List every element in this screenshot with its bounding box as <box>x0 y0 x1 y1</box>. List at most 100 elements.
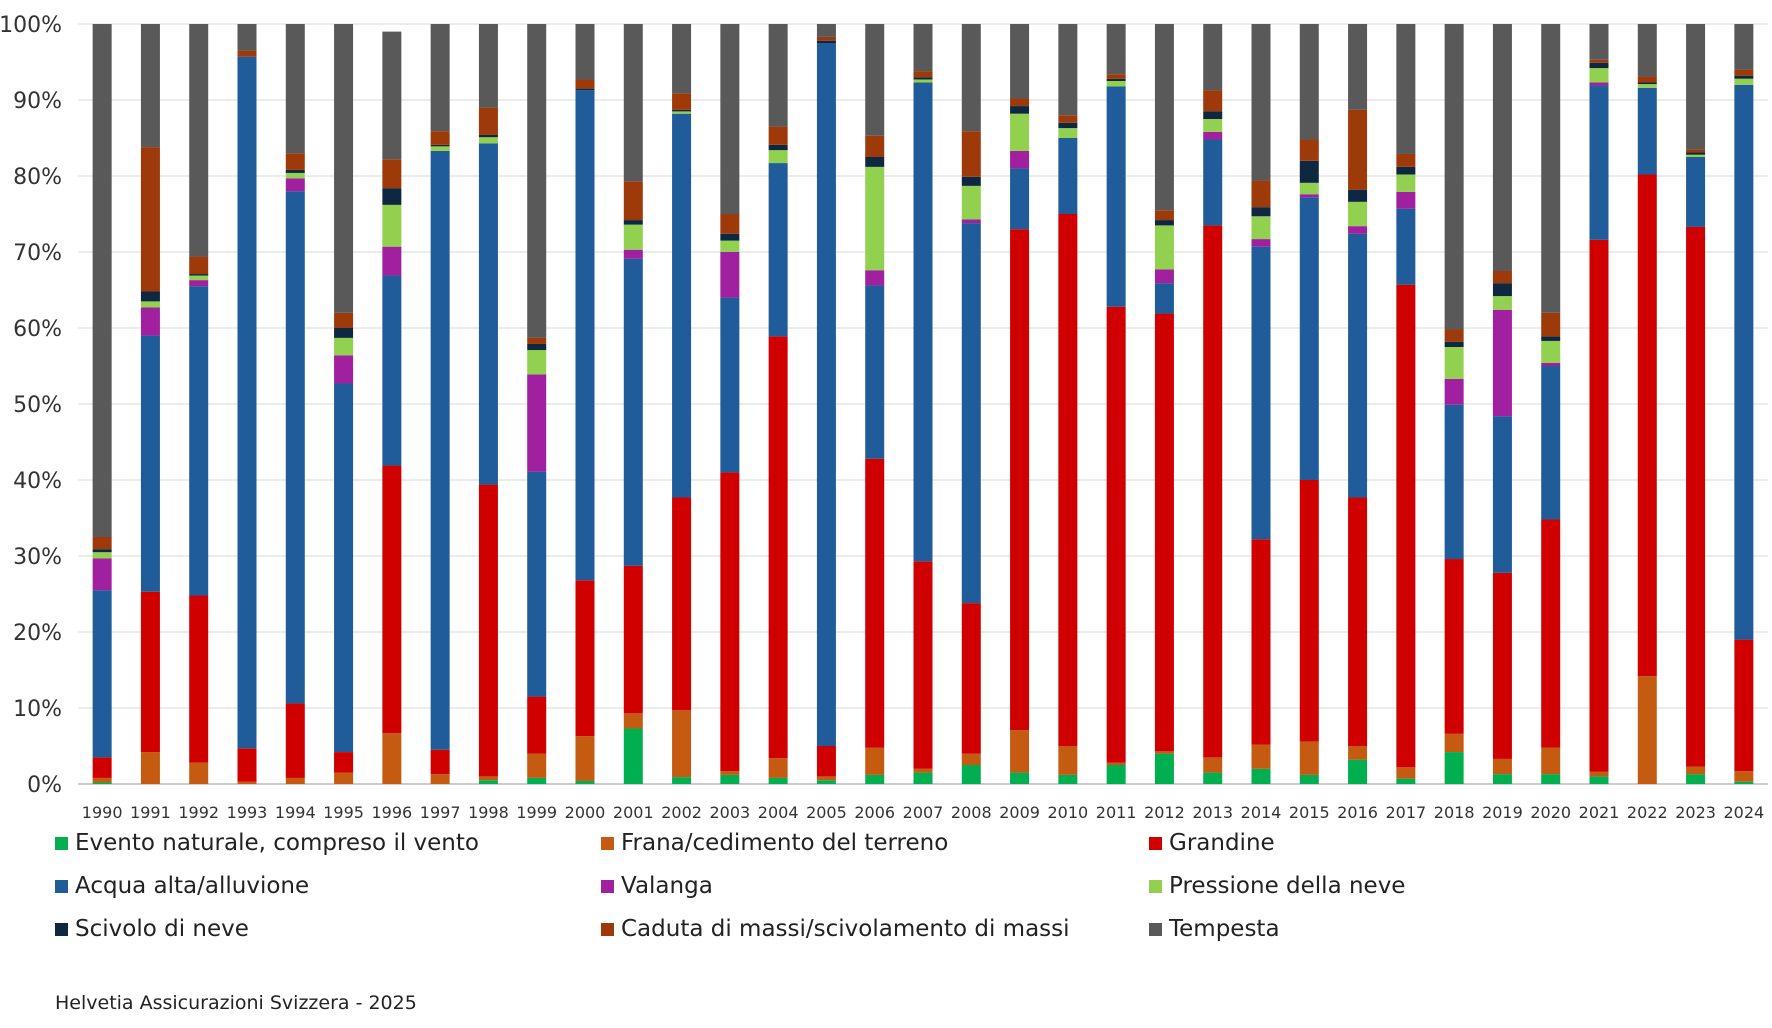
source-credit: Helvetia Assicurazioni Svizzera - 2025 <box>55 992 417 1014</box>
bar-segment <box>92 558 112 591</box>
bar-segment <box>1734 69 1754 76</box>
bar-segment <box>1203 772 1223 784</box>
bar-segment <box>1492 758 1512 775</box>
bar-segment <box>1541 24 1561 313</box>
legend-swatch <box>55 879 68 893</box>
bar-segment <box>1444 559 1464 734</box>
bar-segment <box>430 774 450 784</box>
bar-segment <box>1492 24 1512 271</box>
bar-segment <box>334 312 354 328</box>
bar-segment <box>1106 74 1126 79</box>
bar-segment <box>816 36 836 41</box>
x-tick-label: 2009 <box>999 803 1040 822</box>
y-tick-label: 20% <box>13 621 62 646</box>
bar-segment <box>478 780 498 784</box>
bar-segment <box>189 280 209 287</box>
bar-segment <box>575 90 595 581</box>
bar-segment <box>672 777 692 784</box>
y-tick-label: 100% <box>0 13 62 38</box>
bar-segment <box>478 776 498 781</box>
x-tick-label: 1998 <box>468 803 509 822</box>
bar-segment <box>1106 78 1126 81</box>
bar-segment <box>478 24 498 108</box>
bar-segment <box>1154 225 1174 270</box>
bar-segment <box>237 748 257 782</box>
bar-segment <box>237 24 257 51</box>
bar-segment <box>1541 519 1561 748</box>
x-tick-label: 2002 <box>661 803 702 822</box>
y-tick-label: 0% <box>27 773 62 798</box>
bar-segment <box>430 24 450 132</box>
bar-segment <box>382 246 402 276</box>
bar-segment <box>768 163 788 337</box>
bar-segment <box>768 150 788 164</box>
x-tick-label: 2005 <box>806 803 847 822</box>
bar-segment <box>1686 149 1706 153</box>
bar-segment <box>334 383 354 753</box>
bar-segment <box>1203 119 1223 132</box>
bar-segment <box>527 777 547 784</box>
bar-segment <box>1589 85 1609 240</box>
legend-item: Pressione della neve <box>1149 873 1405 899</box>
bar-segment <box>1251 246 1271 540</box>
bar-segment <box>189 275 209 281</box>
x-tick-label: 2019 <box>1482 803 1523 822</box>
bar-segment <box>961 24 981 132</box>
bar-segment <box>1637 84 1657 88</box>
bar-segment <box>285 172 305 179</box>
bar-segment <box>1058 746 1078 775</box>
bar-segment <box>1637 87 1657 175</box>
bar-segment <box>1010 24 1030 99</box>
bar-segment <box>720 240 740 252</box>
bar-segment <box>961 603 981 754</box>
y-tick-label: 10% <box>13 697 62 722</box>
bar-segment <box>768 336 788 759</box>
y-tick-label: 40% <box>13 469 62 494</box>
bar-segment <box>1010 113 1030 151</box>
bar-segment <box>1251 207 1271 217</box>
bar-segment <box>720 771 740 775</box>
bar-segment <box>1396 166 1416 175</box>
bar-segment <box>1444 341 1464 347</box>
bar-segment <box>334 772 354 784</box>
bar-segment <box>1154 24 1174 211</box>
bar-segment <box>1154 220 1174 226</box>
bar-segment <box>430 131 450 145</box>
bar-segment <box>1734 24 1754 70</box>
bar-segment <box>1686 154 1706 157</box>
bar-segment <box>768 758 788 778</box>
legend-label: Frana/cedimento del terreno <box>621 830 949 856</box>
legend-item: Caduta di massi/scivolamento di massi <box>601 916 1070 942</box>
x-tick-label: 2015 <box>1289 803 1330 822</box>
bar-segment <box>1154 269 1174 284</box>
bar-segment <box>1203 225 1223 758</box>
bar-segment <box>575 24 595 80</box>
legend-label: Pressione della neve <box>1169 873 1406 899</box>
bar-segment <box>1251 768 1271 784</box>
x-tick-label: 2016 <box>1337 803 1378 822</box>
bar-segment <box>913 772 933 784</box>
legend-label: Evento naturale, compreso il vento <box>75 830 479 856</box>
x-tick-label: 2013 <box>1192 803 1233 822</box>
bar-segment <box>92 537 112 550</box>
bar-segment <box>1396 174 1416 192</box>
bar-segment <box>334 337 354 356</box>
bar-segment <box>575 79 595 89</box>
bar-segment <box>575 580 595 737</box>
bar-segment <box>865 458 885 748</box>
bar-segment <box>382 31 402 160</box>
bar-segment <box>1396 767 1416 779</box>
y-tick-label: 50% <box>13 393 62 418</box>
bar-segment <box>575 780 595 784</box>
bar-segment <box>865 24 885 136</box>
bar-segment <box>1154 313 1174 752</box>
bar-segment <box>575 736 595 781</box>
bar-segment <box>1492 309 1512 417</box>
bar-segment <box>1299 197 1319 480</box>
bar-segment <box>1348 759 1368 784</box>
bar-segment <box>961 131 981 177</box>
bar-segment <box>92 24 112 537</box>
x-tick-label: 2020 <box>1530 803 1571 822</box>
bar-segment <box>623 24 643 182</box>
bar-segment <box>865 157 885 167</box>
